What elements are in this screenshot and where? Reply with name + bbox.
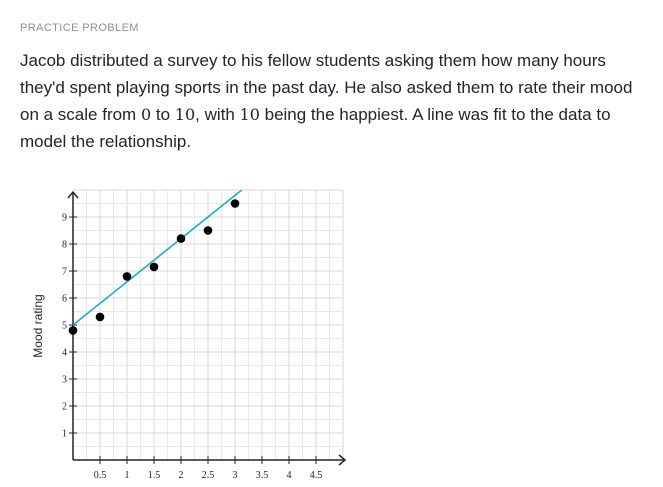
y-tick-label: 6 [62,294,67,305]
x-tick-label: 3.5 [256,470,269,481]
x-tick-label: 3 [233,470,238,481]
problem-text-part-4: being the happiest. A line was fit to th… [20,105,611,151]
y-tick-label: 1 [62,429,67,440]
x-tick-label: 4.5 [310,470,323,481]
x-tick-label: 1 [125,470,130,481]
problem-text-part-2: to [151,105,175,124]
data-point [203,226,213,235]
scale-min-number: 0 [140,105,152,124]
x-tick-label: 2 [179,470,184,481]
data-point [122,272,132,281]
y-tick-label: 7 [62,267,67,278]
y-tick-label: 2 [62,402,67,413]
y-tick-label: 9 [62,213,67,224]
x-tick-label: 1.5 [148,470,161,481]
y-axis-label: Mood rating [31,294,45,357]
fit-line [73,190,243,326]
y-tick-label: 4 [62,348,67,359]
problem-text-part-3: , with [195,105,240,124]
data-point [230,199,240,208]
data-point [149,262,159,272]
practice-problem-label: PRACTICE PROBLEM [20,22,139,34]
x-tick-label: 2.5 [202,470,215,481]
problem-text-part-1: Jacob distributed a survey to his fellow… [20,51,633,124]
x-tick-label: 4 [287,470,292,481]
y-tick-label: 5 [62,321,67,332]
problem-text: Jacob distributed a survey to his fellow… [20,47,650,155]
data-point [176,234,186,243]
happiest-number: 10 [239,105,260,124]
data-point [68,326,78,335]
grid-lines [73,189,344,460]
y-axis-arrow [67,190,79,199]
x-tick-label: 0.5 [94,470,107,481]
y-tick-label: 8 [62,240,67,251]
scale-max-number: 10 [174,105,196,124]
x-axis-arrow [338,454,347,466]
data-point [95,312,105,322]
y-tick-label: 3 [62,375,67,386]
